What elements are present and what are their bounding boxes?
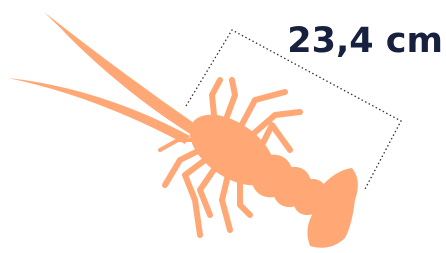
illustration: 23,4 cm [0, 0, 446, 253]
page: 23,4 cm (() => { const data = JSON.parse… [0, 0, 446, 253]
size-label: 23,4 cm [287, 21, 443, 61]
